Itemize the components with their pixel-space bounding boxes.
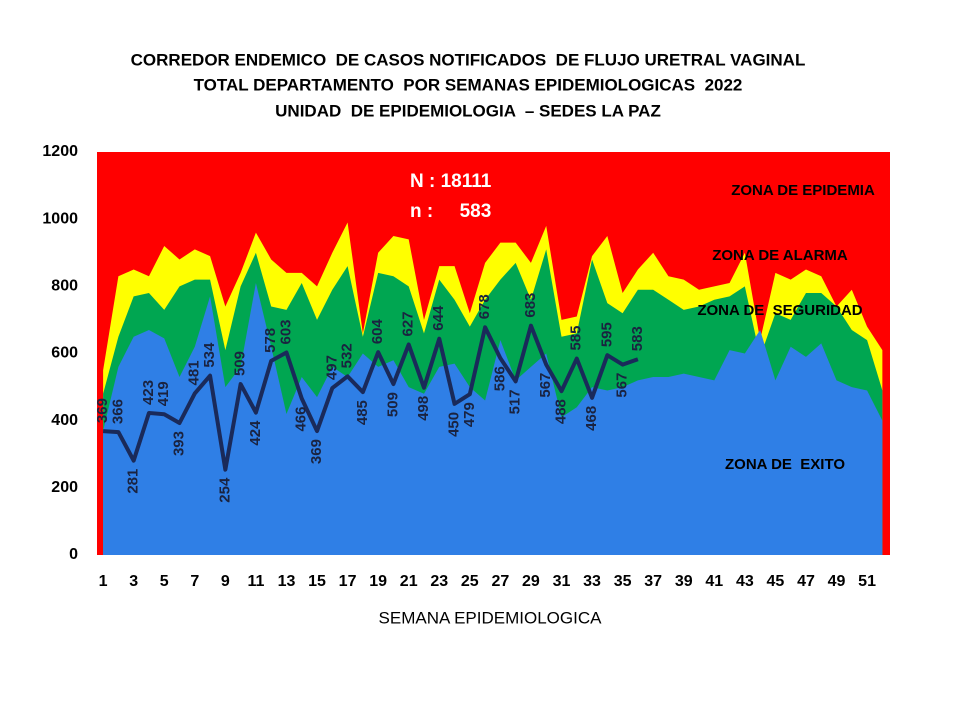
- data-label: 450: [446, 412, 463, 437]
- x-tick-label: 41: [705, 573, 723, 590]
- data-label: 369: [308, 439, 325, 464]
- annotation: ZONA DE EXITO: [725, 456, 845, 473]
- x-tick-label: 7: [190, 573, 199, 590]
- data-label: 595: [598, 322, 615, 347]
- data-label: 586: [491, 366, 508, 391]
- y-tick-label: 0: [69, 546, 78, 563]
- annotation: ZONA DE EPIDEMIA: [731, 182, 875, 199]
- data-label: 532: [339, 343, 356, 368]
- data-label: 488: [552, 399, 569, 424]
- x-tick-label: 37: [644, 573, 662, 590]
- x-tick-label: 19: [369, 573, 387, 590]
- x-tick-label: 31: [553, 573, 571, 590]
- annotation: ZONA DE ALARMA: [712, 247, 848, 264]
- x-tick-label: 23: [430, 573, 448, 590]
- x-tick-label: 15: [308, 573, 326, 590]
- data-label: 534: [201, 342, 218, 368]
- x-tick-label: 39: [675, 573, 693, 590]
- case-line: [102, 323, 639, 472]
- x-axis-title: SEMANA EPIDEMIOLOGICA: [379, 608, 603, 627]
- data-label: 481: [186, 360, 203, 385]
- data-label: 644: [430, 305, 447, 331]
- data-label: 509: [384, 392, 401, 417]
- x-tick-label: 17: [339, 573, 357, 590]
- chart-title: TOTAL DEPARTAMENTO POR SEMANAS EPIDEMIOL…: [194, 75, 743, 94]
- x-tick-label: 13: [278, 573, 296, 590]
- data-label: 366: [109, 399, 126, 424]
- x-tick-label: 33: [583, 573, 601, 590]
- x-tick-label: 45: [767, 573, 785, 590]
- chart-title: CORREDOR ENDEMICO DE CASOS NOTIFICADOS D…: [131, 50, 806, 69]
- data-label: 393: [170, 431, 187, 456]
- x-tick-label: 5: [160, 573, 169, 590]
- x-tick-label: 43: [736, 573, 754, 590]
- data-label: 466: [293, 407, 310, 432]
- x-tick-label: 51: [858, 573, 876, 590]
- x-tick-label: 9: [221, 573, 230, 590]
- y-tick-label: 200: [51, 479, 78, 496]
- y-tick-label: 800: [51, 278, 78, 295]
- data-label: 281: [125, 469, 142, 494]
- x-tick-label: 29: [522, 573, 540, 590]
- data-label: 479: [461, 402, 478, 427]
- x-tick-label: 35: [614, 573, 632, 590]
- x-tick-label: 25: [461, 573, 479, 590]
- data-label: 509: [232, 351, 249, 376]
- annotation: ZONA DE SEGURIDAD: [697, 302, 862, 319]
- data-label: 468: [583, 406, 600, 431]
- data-label: 423: [140, 380, 157, 405]
- data-label: 583: [629, 326, 646, 351]
- data-label: 604: [369, 318, 386, 344]
- x-tick-label: 1: [99, 573, 108, 590]
- data-label: 683: [522, 293, 539, 318]
- data-label: 498: [415, 396, 432, 421]
- data-label: 578: [262, 328, 279, 353]
- y-tick-label: 400: [51, 412, 78, 429]
- data-label: 485: [354, 400, 371, 425]
- x-tick-label: 49: [828, 573, 846, 590]
- data-label: 567: [614, 373, 631, 398]
- annotation: N : 18111: [410, 171, 492, 192]
- data-label: 497: [323, 355, 340, 380]
- data-label: 678: [476, 294, 493, 319]
- data-label: 419: [155, 381, 172, 406]
- data-label: 603: [277, 319, 294, 344]
- data-label: 517: [507, 389, 524, 414]
- data-label: 627: [400, 311, 417, 336]
- data-label: 254: [216, 477, 233, 503]
- x-tick-label: 47: [797, 573, 815, 590]
- chart-title: UNIDAD DE EPIDEMIOLOGIA – SEDES LA PAZ: [275, 101, 661, 120]
- data-label: 585: [568, 326, 585, 351]
- y-tick-label: 1200: [42, 143, 78, 160]
- zone-area: [103, 282, 883, 555]
- y-tick-label: 600: [51, 345, 78, 362]
- x-tick-label: 21: [400, 573, 418, 590]
- x-tick-label: 3: [129, 573, 138, 590]
- annotation: n : 583: [410, 201, 491, 222]
- data-label: 567: [537, 373, 554, 398]
- data-label: 369: [94, 398, 111, 423]
- x-tick-label: 11: [247, 573, 264, 590]
- y-tick-label: 1000: [42, 210, 78, 227]
- data-label: 424: [247, 420, 264, 446]
- x-tick-label: 27: [491, 573, 509, 590]
